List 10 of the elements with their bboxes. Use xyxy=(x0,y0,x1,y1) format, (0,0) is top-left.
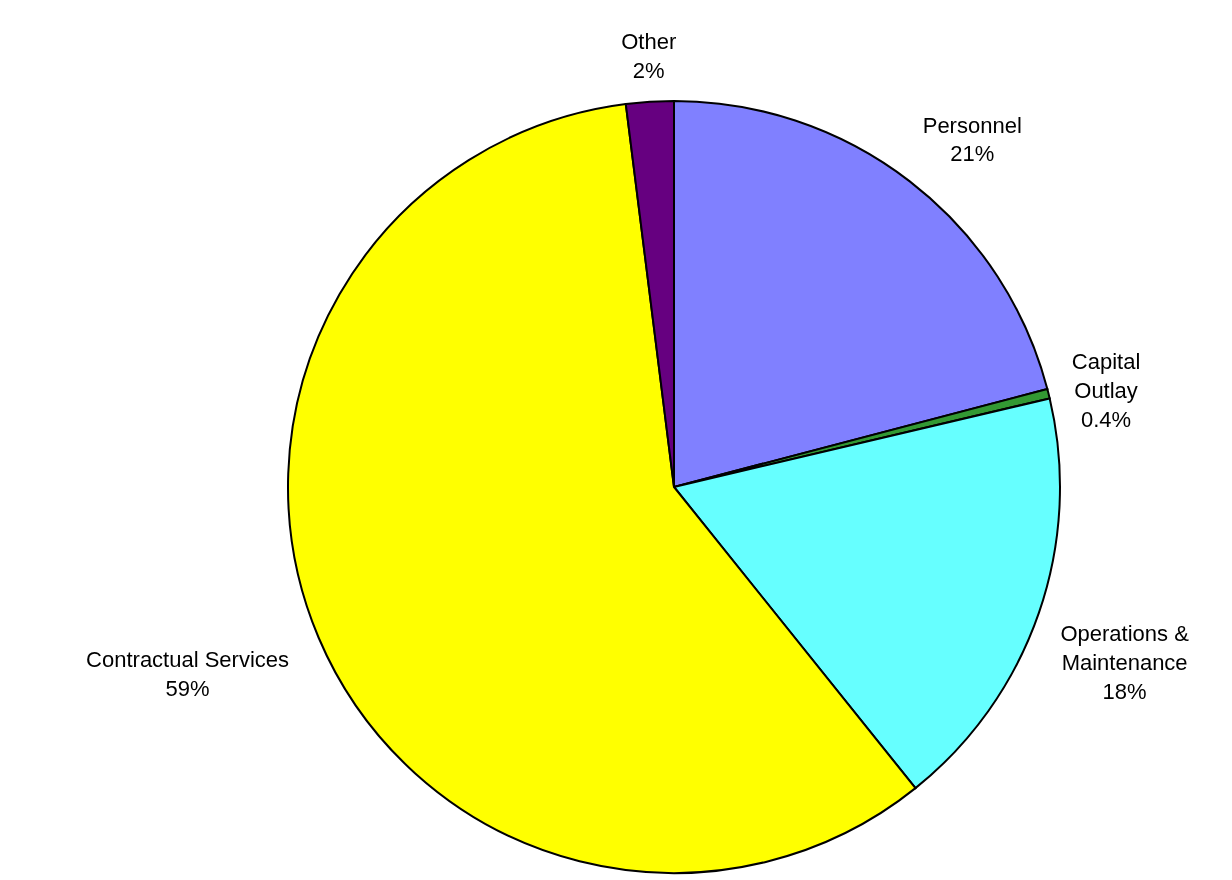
slice-label: Capital Outlay xyxy=(1071,349,1141,403)
data-label: 18% xyxy=(1102,678,1147,704)
data-label: 21% xyxy=(950,141,995,167)
data-label: 0.4% xyxy=(1080,406,1132,432)
data-label: 59% xyxy=(165,676,210,701)
slice-label: Personnel xyxy=(922,112,1022,138)
slice-label: Operations & Maintenance xyxy=(1060,621,1190,676)
slice-label: Contractual Services xyxy=(86,647,290,673)
slice-label: Other xyxy=(621,29,677,55)
data-label: 2% xyxy=(632,58,665,84)
